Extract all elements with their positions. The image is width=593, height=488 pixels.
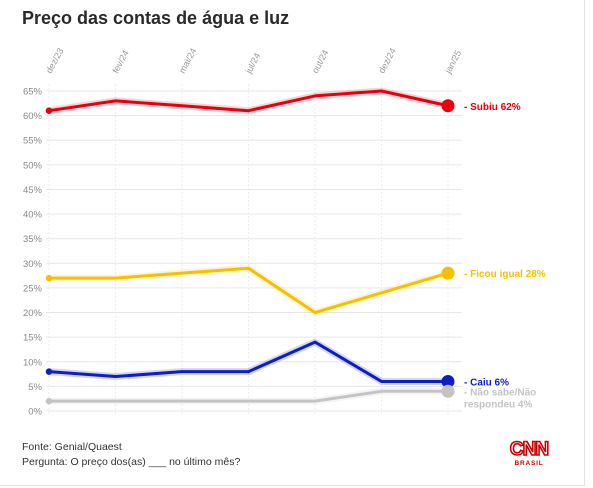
chart-footer: Fonte: Genial/Quaest Pergunta: O preço d… [22,440,240,470]
series-end-label: - Não sabe/Não [464,387,536,398]
y-tick-label: 0% [28,407,42,418]
x-tick-label: jul/24 [243,51,262,76]
x-tick-label: dez/23 [44,46,66,75]
svg-text:CNN: CNN [510,439,548,460]
y-tick-label: 15% [23,333,43,344]
y-tick-label: 60% [23,111,43,122]
series-end-label: respondeu 4% [464,399,532,410]
y-tick-label: 30% [23,259,43,270]
source-note: Fonte: Genial/Quaest [22,441,122,453]
y-tick-label: 5% [28,382,42,393]
y-tick-label: 50% [23,160,43,171]
x-tick-label: fev/24 [110,49,130,75]
x-tick-label: mai/24 [177,46,199,75]
series-end-marker [441,266,455,280]
grid [46,84,462,416]
series-end-label: - Ficou igual 28% [464,269,546,280]
y-tick-label: 35% [23,234,43,245]
cnn-logo: CNN BRASIL [509,438,550,467]
x-tick-label: out/24 [310,48,331,75]
series-end-marker [441,374,455,388]
x-tick-label: dez/24 [376,46,398,75]
series-line [47,389,450,403]
series-start-point [45,397,53,405]
x-axis-labels: dez/23 fev/24 mai/24 jul/24 out/24 dez/24 jan/… [44,46,463,75]
series-end-label: - Caiu 6% [464,377,509,388]
y-axis-labels: 0% 5% 10% 15% 20% 25% 30% 35% 40% 45% 50% 55% 60% 65% [23,87,43,418]
series-end-marker [441,384,455,398]
y-tick-label: 55% [23,136,43,147]
y-tick-label: 40% [23,210,43,221]
series-line [47,266,450,315]
y-tick-label: 25% [23,283,43,294]
y-tick-label: 45% [23,185,43,196]
series-end-labels: - Subiu 62% - Ficou igual 28% - Caiu 6%- N… [464,102,546,411]
series-start-point [45,274,53,282]
svg-text:BRASIL: BRASIL [515,460,544,467]
series-start-point [45,107,53,114]
y-tick-label: 65% [23,87,43,98]
series-lines [45,87,455,405]
series-start-point [45,368,53,375]
series-line [47,340,450,383]
chart-title: Preço das contas de água e luz [22,8,290,28]
series-end-label: - Subiu 62% [464,102,521,113]
y-tick-label: 20% [23,308,43,319]
series-line [47,89,450,113]
x-tick-label: jan/25 [442,49,463,76]
question-note: Pergunta: O preço dos(as) ___ no último … [22,456,241,468]
y-tick-label: 10% [23,357,43,368]
series-end-marker [441,99,455,113]
